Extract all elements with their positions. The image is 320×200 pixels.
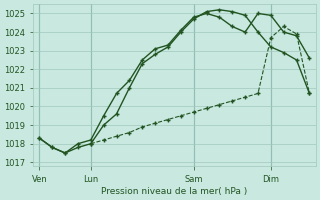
X-axis label: Pression niveau de la mer( hPa ): Pression niveau de la mer( hPa ): [101, 187, 247, 196]
